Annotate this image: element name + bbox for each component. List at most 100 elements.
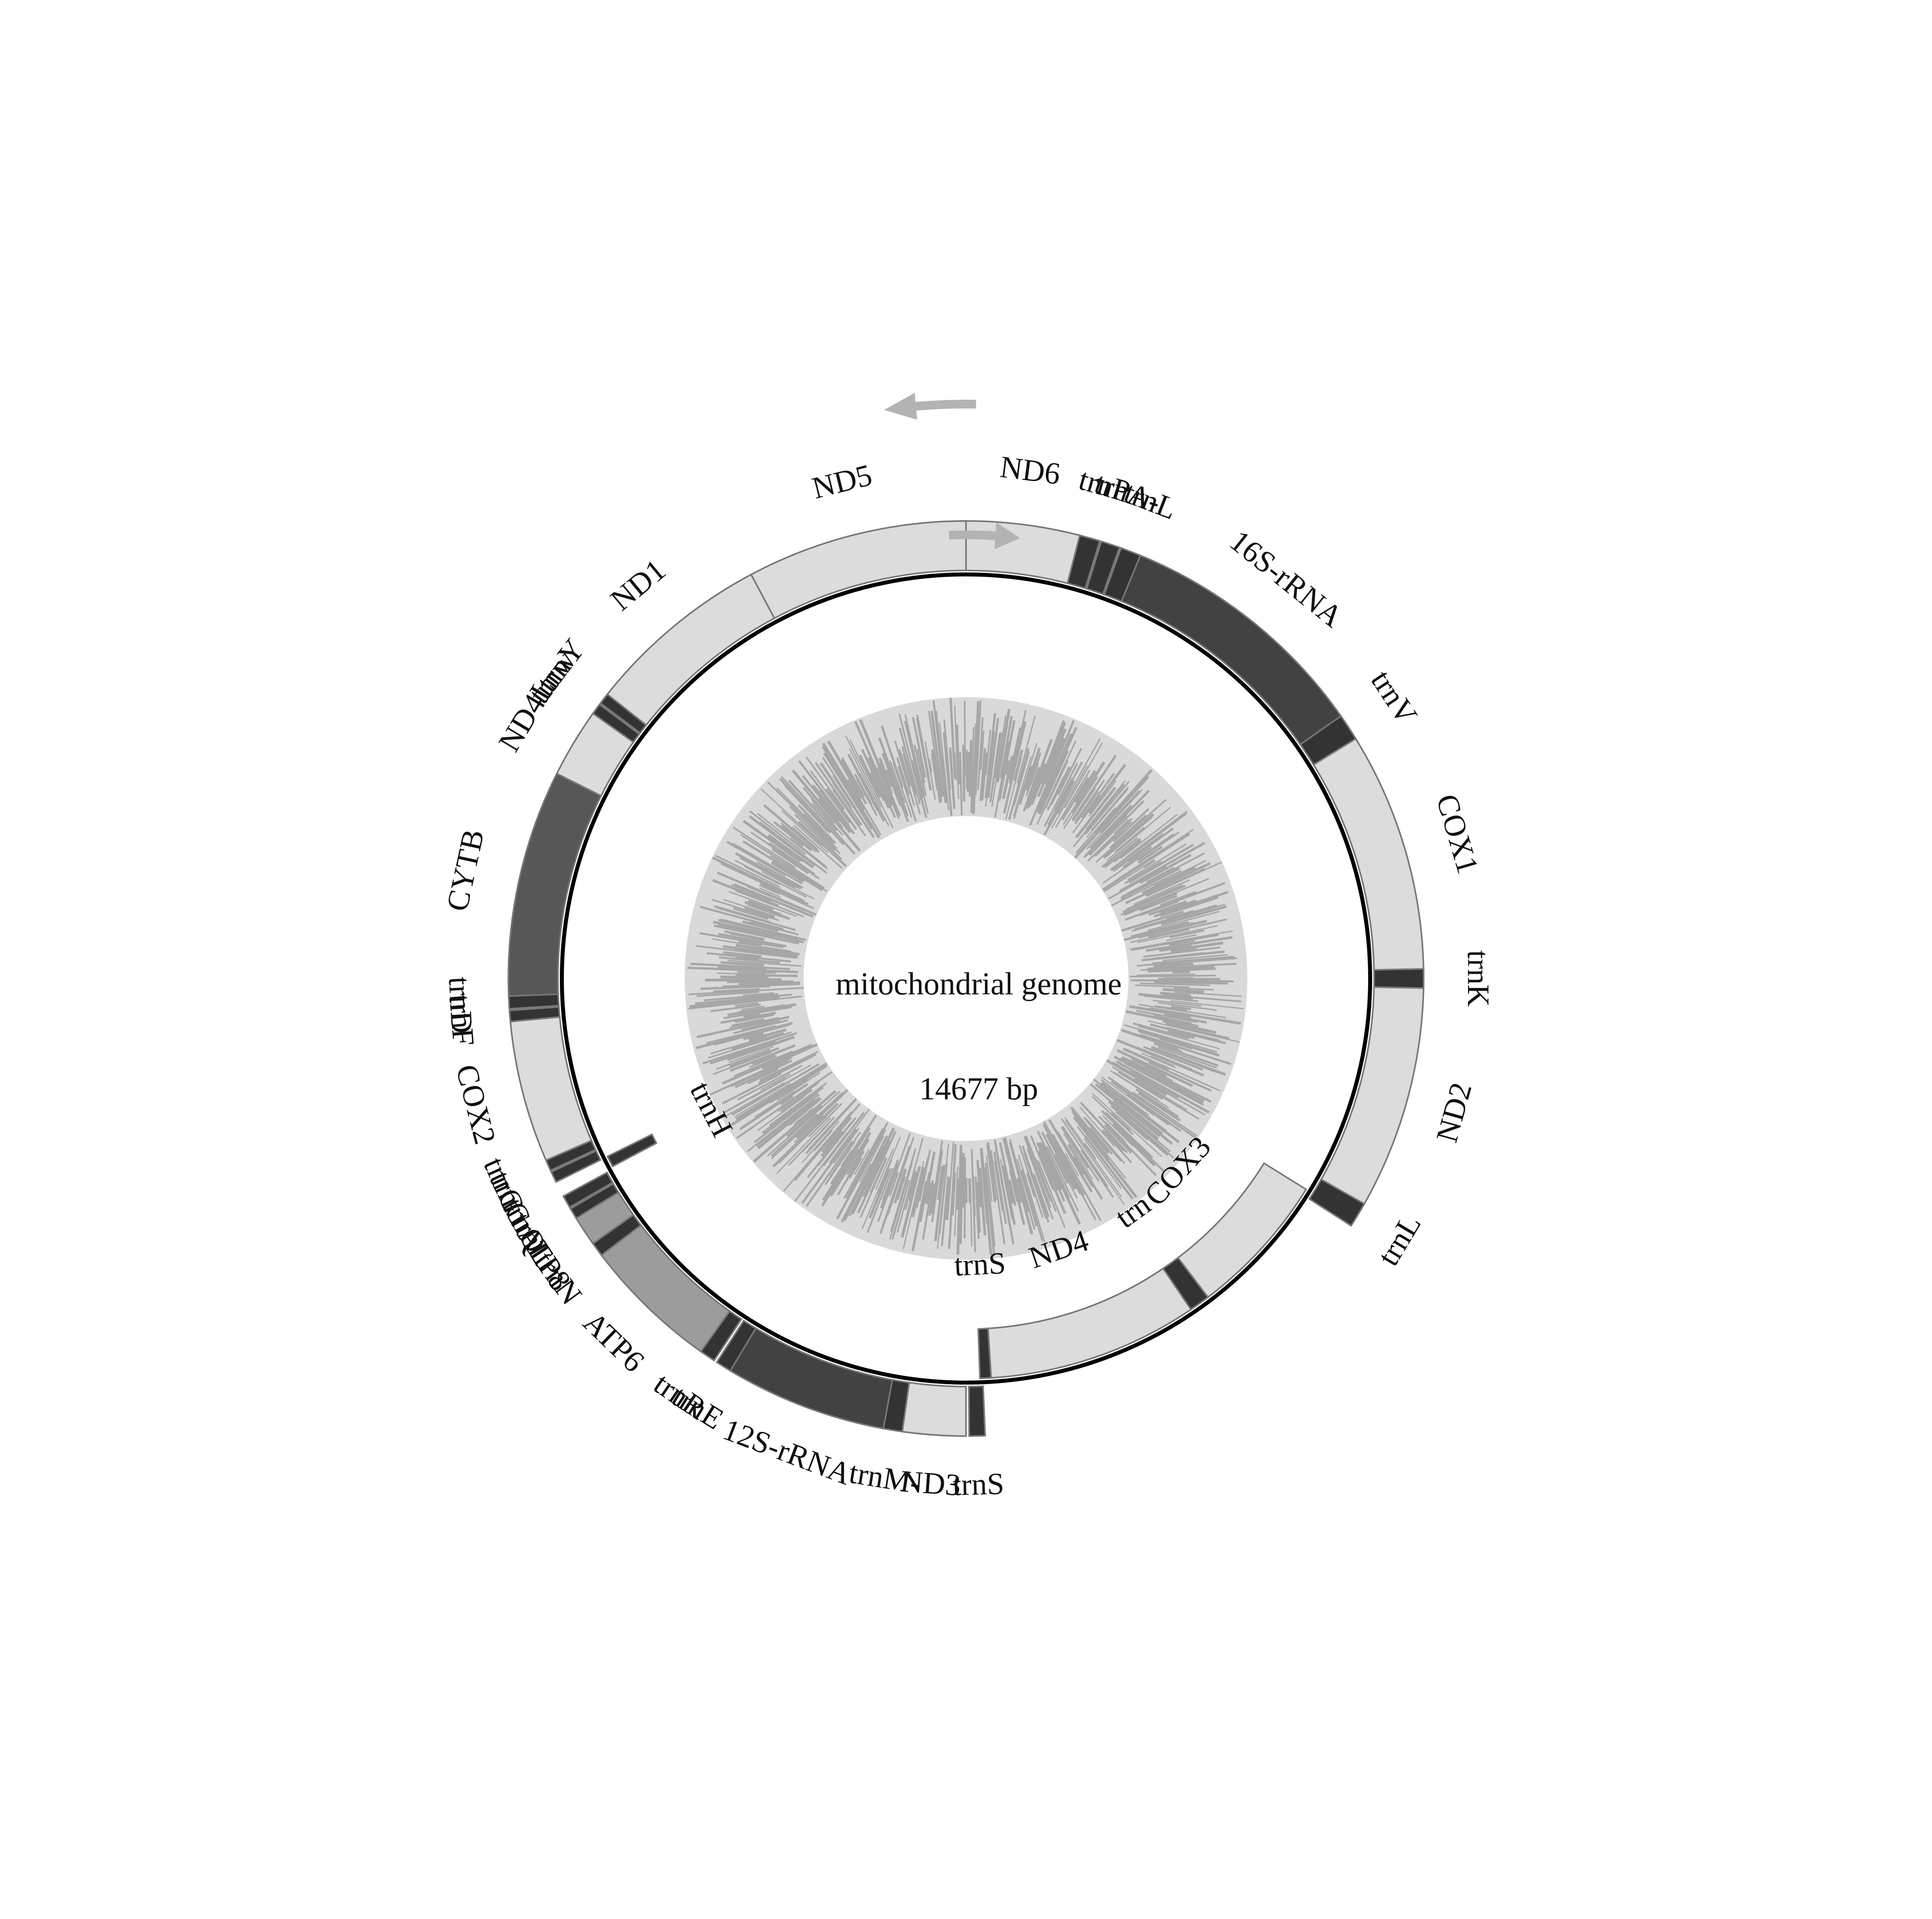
- gc-tick: [897, 766, 917, 822]
- gc-tick: [875, 1148, 894, 1190]
- gc-tick: [1120, 867, 1180, 900]
- gc-tick: [780, 1095, 794, 1106]
- gc-tick: [1129, 1069, 1180, 1099]
- gc-tick: [789, 806, 836, 851]
- gc-tick: [794, 825, 843, 869]
- gc-tick: [1094, 769, 1153, 834]
- gc-tick: [710, 1040, 777, 1065]
- gc-tick: [859, 1135, 884, 1183]
- gc-tick: [886, 769, 902, 807]
- gc-tick: [1160, 891, 1197, 906]
- gc-tick: [890, 1148, 916, 1232]
- gc-tick: [970, 727, 975, 813]
- gc-tick: [798, 760, 850, 826]
- gc-tick: [1110, 1070, 1169, 1108]
- gc-tick: [1019, 765, 1033, 805]
- gc-tick: [1138, 919, 1207, 939]
- gc-tick: [1138, 831, 1180, 861]
- gc-tick: [1166, 934, 1197, 941]
- gc-tick: [959, 752, 963, 815]
- gc-tick: [767, 834, 814, 869]
- gc-tick: [1087, 818, 1133, 862]
- gc-tick: [1136, 1088, 1179, 1118]
- gc-tick: [1093, 1078, 1163, 1135]
- gc-tick: [781, 776, 844, 845]
- gc-tick: [761, 871, 815, 900]
- gc-tick: [1055, 770, 1091, 828]
- gc-tick: [999, 1142, 1014, 1204]
- gc-tick: [717, 872, 817, 916]
- gc-tick: [1155, 1005, 1187, 1012]
- gc-tick: [821, 1116, 852, 1153]
- gc-tick: [771, 1092, 844, 1159]
- gc-tick: [912, 717, 926, 778]
- gc-tick: [796, 1089, 849, 1139]
- gc-tick: [690, 962, 790, 970]
- gc-tick: [1149, 1007, 1241, 1025]
- gc-tick: [1125, 862, 1211, 904]
- gc-tick: [754, 1092, 819, 1143]
- gc-tick: [1075, 807, 1117, 854]
- gc-tick: [854, 1148, 870, 1175]
- gc-tick: [1117, 1049, 1193, 1087]
- gc-tick: [729, 1047, 779, 1068]
- gc-tick: [1073, 1155, 1094, 1188]
- gc-tick: [733, 907, 769, 920]
- gc-tick: [1072, 1112, 1110, 1160]
- gc-tick: [1170, 941, 1224, 952]
- gc-tick: [1025, 748, 1041, 791]
- gc-tick: [979, 748, 986, 801]
- gc-tick: [979, 1149, 988, 1224]
- gc-tick: [706, 1025, 776, 1044]
- gc-tick: [821, 1148, 859, 1207]
- gc-tick: [1113, 1055, 1204, 1104]
- gc-tick: [849, 748, 890, 826]
- gene-block-trnf: [508, 1006, 561, 1022]
- gc-tick: [759, 822, 827, 874]
- gc-tick: [1140, 1034, 1231, 1065]
- inner-strand-arrow-shaft: [949, 530, 996, 540]
- gc-tick: [801, 1128, 857, 1204]
- gc-tick: [989, 733, 1001, 803]
- gc-tick: [1054, 1154, 1078, 1199]
- gc-tick: [1143, 1066, 1173, 1082]
- gc-tick: [753, 1090, 836, 1163]
- gc-tick: [1000, 716, 1013, 778]
- gc-tick: [1002, 755, 1014, 799]
- gc-tick: [1030, 1135, 1054, 1190]
- gc-tick: [943, 732, 953, 816]
- gc-tick: [926, 1182, 932, 1205]
- gene-label-trnd: trnD: [442, 976, 479, 1034]
- gc-tick: [1013, 743, 1038, 819]
- gc-tick: [980, 1148, 993, 1255]
- gc-tick: [1161, 905, 1227, 926]
- gc-tick: [1028, 763, 1046, 808]
- gc-tick: [1073, 1116, 1138, 1198]
- gc-tick: [985, 1162, 996, 1246]
- gc-tick: [893, 1168, 907, 1204]
- gc-tick: [1048, 1119, 1093, 1192]
- gc-tick: [1122, 846, 1152, 868]
- gene-label-nd2: ND2: [1429, 1079, 1478, 1146]
- gc-tick: [1107, 1076, 1197, 1139]
- gc-tick: [804, 813, 834, 844]
- gc-tick: [976, 1182, 981, 1233]
- gc-tick: [1081, 773, 1115, 819]
- gc-tick: [1081, 1149, 1114, 1198]
- gc-tick: [1118, 1071, 1163, 1100]
- gc-tick: [891, 1180, 910, 1240]
- gc-tick: [1122, 1056, 1212, 1103]
- gc-tick: [1071, 788, 1096, 822]
- gc-tick: [743, 840, 823, 891]
- gc-tick: [1135, 984, 1189, 988]
- gene-label-cox1: COX1: [1430, 790, 1485, 877]
- gc-tick: [863, 1140, 891, 1197]
- gc-tick: [808, 1103, 843, 1137]
- gc-tick: [1102, 1115, 1134, 1147]
- gc-tick: [789, 837, 827, 868]
- gc-tick: [1129, 975, 1216, 978]
- gc-tick: [734, 1083, 791, 1118]
- gc-tick: [1016, 715, 1036, 784]
- gene-label-trnf: trnF: [443, 993, 481, 1047]
- gc-tick: [1147, 967, 1216, 973]
